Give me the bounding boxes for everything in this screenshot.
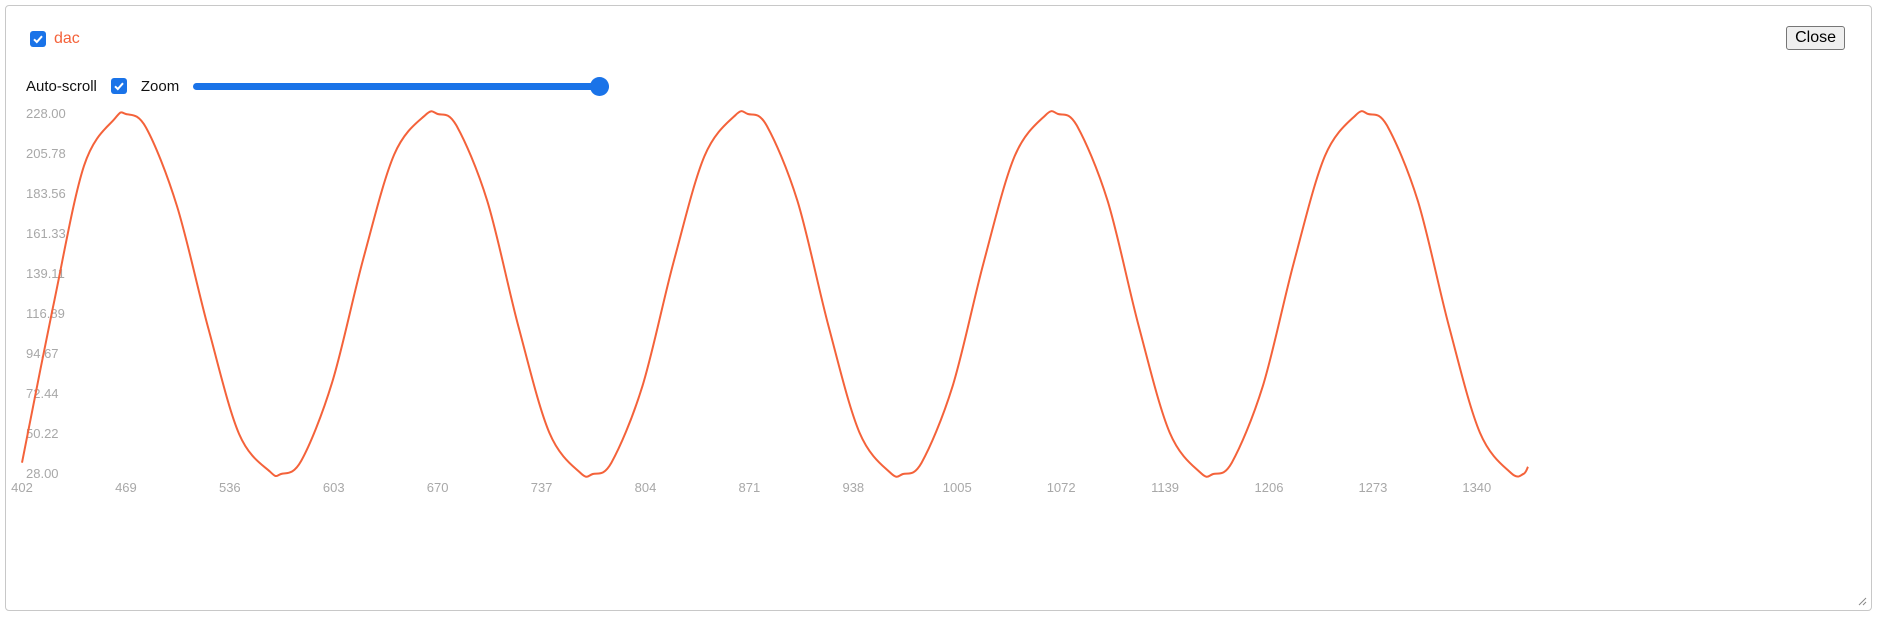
x-tick-label: 1139 [1151,480,1179,495]
y-tick-label: 116.89 [26,306,65,321]
y-tick-label: 72.44 [26,386,59,401]
x-tick-label: 804 [635,480,657,495]
x-tick-label: 603 [323,480,345,495]
x-tick-label: 536 [219,480,241,495]
zoom-slider-track [193,83,610,90]
autoscroll-checkbox[interactable] [110,78,127,94]
line-chart: 228.00 205.78 183.56 161.33 139.11 116.89 94.6… [11,106,1529,495]
series-line-dac [21,110,1529,478]
resize-grip-icon[interactable] [1857,596,1867,606]
series-toggle-checkbox[interactable] [30,31,46,47]
autoscroll-label: Auto-scroll [26,77,97,95]
y-tick-label: 28.00 [26,466,59,481]
legend-label: dac [54,30,80,47]
x-axis-ticks: 402 469 536 603 670 737 804 871 938 1005 1072 1139 1… [11,480,1491,495]
x-tick-label: 1072 [1047,480,1076,495]
plotter-panel: dac Close Auto-scroll Zoom 228.00 205.78 1… [5,5,1872,611]
y-tick-label: 139.11 [26,266,65,281]
zoom-slider-thumb[interactable] [590,77,610,96]
zoom-label: Zoom [140,77,180,95]
x-tick-label: 1273 [1358,480,1387,495]
y-tick-label: 183.56 [26,186,66,201]
checkmark-icon [114,82,124,91]
y-tick-label: 94.67 [26,346,59,361]
x-tick-label: 1340 [1462,480,1491,495]
series-lines [21,110,1529,478]
checkmark-icon [33,35,43,44]
legend: dac [30,30,80,48]
y-tick-label: 228.00 [26,106,66,121]
x-tick-label: 469 [115,480,137,495]
y-tick-label: 50.22 [26,426,59,441]
close-button[interactable]: Close [1786,26,1845,50]
x-tick-label: 737 [531,480,553,495]
zoom-slider[interactable] [193,76,610,96]
y-tick-label: 205.78 [26,146,66,161]
y-tick-label: 161.33 [26,226,66,241]
x-tick-label: 938 [842,480,864,495]
x-tick-label: 871 [739,480,761,495]
x-tick-label: 1206 [1255,480,1284,495]
y-axis-ticks: 228.00 205.78 183.56 161.33 139.11 116.89 94.6… [26,106,66,481]
x-tick-label: 402 [11,480,33,495]
x-tick-label: 670 [427,480,449,495]
x-tick-label: 1005 [943,480,972,495]
plot-controls: Auto-scroll Zoom [26,76,610,96]
